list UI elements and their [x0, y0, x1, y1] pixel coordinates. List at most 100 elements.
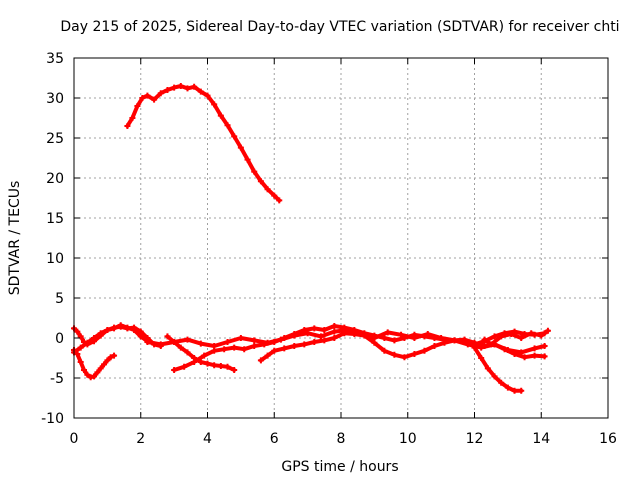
- data-point: [201, 352, 208, 359]
- data-point: [164, 333, 171, 340]
- data-point: [301, 341, 308, 348]
- data-point: [391, 337, 398, 344]
- series-track-g: [257, 330, 548, 364]
- series-track-h: [471, 344, 525, 394]
- data-point: [431, 343, 438, 349]
- data-point: [211, 101, 218, 108]
- data-point: [129, 115, 136, 121]
- series-track-f: [164, 333, 238, 373]
- chart-title: Day 215 of 2025, Sidereal Day-to-day VTE…: [60, 19, 619, 35]
- data-point: [111, 352, 118, 359]
- data-point: [528, 330, 535, 337]
- data-point: [531, 345, 538, 352]
- data-point: [518, 335, 525, 341]
- data-point: [177, 344, 184, 351]
- x-tick-label: 2: [136, 431, 145, 447]
- data-point: [107, 354, 114, 361]
- data-point: [257, 357, 264, 364]
- y-tick-labels: -10 -5 0 5 10 15 20 25 30 35: [41, 51, 64, 427]
- data-point: [101, 361, 108, 368]
- data-point: [481, 336, 488, 343]
- data-point: [271, 339, 278, 345]
- data-point: [317, 333, 324, 340]
- data-point: [94, 369, 101, 376]
- y-tick-label: 0: [55, 331, 64, 347]
- data-point: [518, 387, 525, 394]
- data-point: [221, 346, 228, 353]
- data-point: [151, 96, 158, 103]
- data-point: [331, 323, 338, 329]
- data-point: [184, 85, 191, 92]
- data-point: [264, 352, 271, 359]
- data-point: [541, 353, 548, 360]
- data-point: [91, 373, 98, 380]
- data-point: [504, 384, 511, 391]
- data-point: [144, 339, 151, 345]
- data-point: [184, 349, 191, 356]
- data-point: [231, 344, 238, 351]
- data-point: [91, 335, 98, 341]
- data-point: [124, 123, 131, 129]
- y-tick-label: 5: [55, 291, 64, 307]
- x-tick-label: 4: [203, 431, 212, 447]
- data-point: [224, 363, 231, 370]
- data-point: [197, 88, 204, 95]
- data-point: [421, 347, 428, 354]
- data-point: [157, 341, 164, 348]
- data-point: [311, 325, 318, 332]
- data-point: [171, 367, 178, 373]
- data-point: [341, 324, 348, 331]
- x-tick-label: 8: [337, 431, 346, 447]
- data-point: [381, 335, 388, 341]
- data-point: [104, 357, 111, 364]
- data-point: [224, 339, 231, 345]
- data-point: [321, 327, 328, 333]
- data-point: [511, 387, 518, 394]
- data-point: [301, 327, 308, 333]
- y-tick-label: 25: [46, 131, 64, 147]
- data-point: [131, 327, 138, 333]
- data-point: [191, 83, 198, 90]
- data-point: [311, 339, 318, 345]
- y-tick-label: 35: [46, 51, 64, 67]
- data-point: [171, 339, 178, 345]
- data-point: [501, 346, 508, 353]
- data-point: [361, 332, 368, 339]
- data-point: [171, 84, 178, 91]
- x-tick-label: 6: [270, 431, 279, 447]
- data-point: [104, 327, 111, 333]
- series-track-a: [71, 347, 118, 381]
- data-point: [241, 346, 248, 353]
- data-point: [237, 335, 244, 341]
- y-tick-label: 15: [46, 211, 64, 227]
- series-track-i: [481, 327, 551, 348]
- x-tick-label: 10: [399, 431, 417, 447]
- data-point: [321, 337, 328, 344]
- data-point: [471, 344, 478, 351]
- data-point: [401, 335, 408, 341]
- x-tick-label: 0: [70, 431, 79, 447]
- data-point: [251, 343, 258, 349]
- data-point: [117, 322, 124, 329]
- data-point: [257, 178, 264, 185]
- data-point: [157, 90, 164, 97]
- data-point: [191, 355, 198, 361]
- data-point: [491, 333, 498, 340]
- data-point: [371, 339, 378, 346]
- data-point: [491, 373, 498, 380]
- data-point: [204, 92, 211, 99]
- data-point: [217, 363, 224, 369]
- data-point: [461, 336, 468, 343]
- data-point: [74, 328, 81, 335]
- data-point: [411, 351, 418, 357]
- data-point: [264, 186, 271, 193]
- data-point: [251, 168, 258, 175]
- data-point: [204, 360, 211, 367]
- data-point: [538, 332, 545, 339]
- data-point: [281, 345, 288, 352]
- data-point: [77, 344, 84, 351]
- data-point: [331, 335, 338, 341]
- data-point: [498, 333, 505, 340]
- data-point: [84, 339, 91, 346]
